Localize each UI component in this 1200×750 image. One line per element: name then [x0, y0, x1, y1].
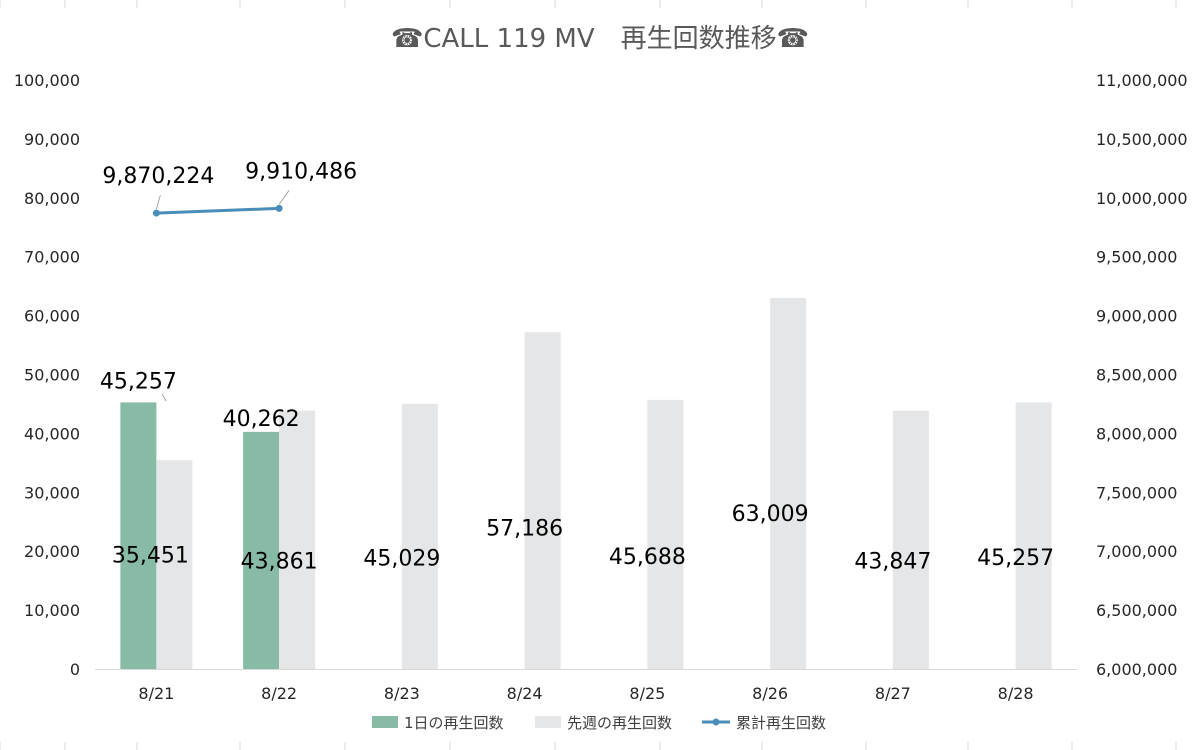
bars-layer [120, 297, 1052, 669]
bar-last-week [524, 332, 561, 669]
axes-layer: 0 10,000 20,000 30,000 40,000 50,000 60,000 70,… [14, 71, 1188, 703]
last-week-data-label: 45,257 [977, 546, 1054, 571]
x-tick-label: 8/28 [998, 684, 1034, 703]
cumulative-data-label: 9,910,486 [245, 159, 357, 184]
chart-title: ☎CALL 119 MV 再生回数推移☎ [391, 24, 809, 54]
cumulative-point [275, 204, 283, 212]
legend-swatch-daily [372, 716, 398, 728]
legend-label-cumulative: 累計再生回数 [736, 714, 826, 732]
x-tick-label: 8/22 [261, 684, 297, 703]
right-tick-label: 6,500,000 [1096, 601, 1177, 620]
last-week-data-label: 57,186 [486, 517, 563, 542]
right-tick-label: 9,500,000 [1096, 248, 1177, 267]
last-week-data-label: 35,451 [112, 544, 189, 569]
left-tick-label: 60,000 [24, 307, 80, 326]
right-tick-label: 6,000,000 [1096, 660, 1177, 679]
legend: 1日の再生回数 先週の再生回数 累計再生回数 [372, 714, 826, 732]
right-tick-label: 11,000,000 [1096, 71, 1188, 90]
left-tick-label: 70,000 [24, 248, 80, 267]
right-tick-label: 8,500,000 [1096, 366, 1177, 385]
left-tick-label: 10,000 [24, 601, 80, 620]
label-leader-line [155, 194, 161, 210]
last-week-data-label: 45,029 [363, 547, 440, 572]
right-tick-label: 7,000,000 [1096, 542, 1177, 561]
x-tick-label: 8/25 [629, 684, 665, 703]
right-tick-label: 10,500,000 [1096, 130, 1188, 149]
legend-swatch-last-week [535, 716, 561, 728]
last-week-data-label: 45,688 [609, 545, 686, 570]
label-leader-line [161, 393, 167, 402]
last-week-data-label: 43,861 [241, 549, 318, 574]
x-tick-label: 8/24 [507, 684, 543, 703]
left-tick-label: 90,000 [24, 130, 80, 149]
bar-daily [120, 402, 157, 669]
bar-last-week [770, 297, 807, 669]
right-tick-label: 10,000,000 [1096, 189, 1188, 208]
last-week-data-label: 43,847 [854, 550, 931, 575]
bar-daily [243, 431, 280, 669]
x-tick-label: 8/26 [752, 684, 788, 703]
labels-layer: 45,257 40,262 35,451 43,861 45,029 57,186 45,6… [100, 159, 1054, 574]
left-tick-label: 30,000 [24, 483, 80, 502]
left-tick-label: 100,000 [14, 71, 80, 90]
x-tick-label: 8/21 [138, 684, 174, 703]
bar-last-week [401, 403, 438, 669]
left-tick-label: 40,000 [24, 424, 80, 443]
cumulative-line [156, 206, 280, 215]
bar-last-week [279, 410, 316, 669]
x-tick-label: 8/23 [384, 684, 420, 703]
bar-last-week [156, 460, 193, 669]
cumulative-point [152, 209, 160, 217]
bar-last-week [892, 410, 929, 669]
daily-data-label: 45,257 [100, 369, 177, 394]
last-week-data-label: 63,009 [732, 502, 809, 527]
legend-label-last-week: 先週の再生回数 [567, 714, 672, 732]
left-tick-label: 50,000 [24, 366, 80, 385]
legend-label-daily: 1日の再生回数 [404, 714, 504, 732]
cumulative-data-label: 9,870,224 [102, 164, 214, 189]
x-tick-label: 8/27 [875, 684, 911, 703]
legend-marker-cumulative [712, 718, 720, 726]
right-tick-label: 7,500,000 [1096, 483, 1177, 502]
left-tick-label: 20,000 [24, 542, 80, 561]
left-tick-label: 80,000 [24, 189, 80, 208]
left-tick-label: 0 [70, 660, 80, 679]
daily-data-label: 40,262 [223, 407, 300, 432]
bar-last-week [647, 399, 684, 669]
bar-last-week [1015, 402, 1052, 669]
label-leader-line [278, 190, 290, 205]
right-tick-label: 8,000,000 [1096, 424, 1177, 443]
line-layer [152, 204, 283, 217]
right-tick-label: 9,000,000 [1096, 307, 1177, 326]
